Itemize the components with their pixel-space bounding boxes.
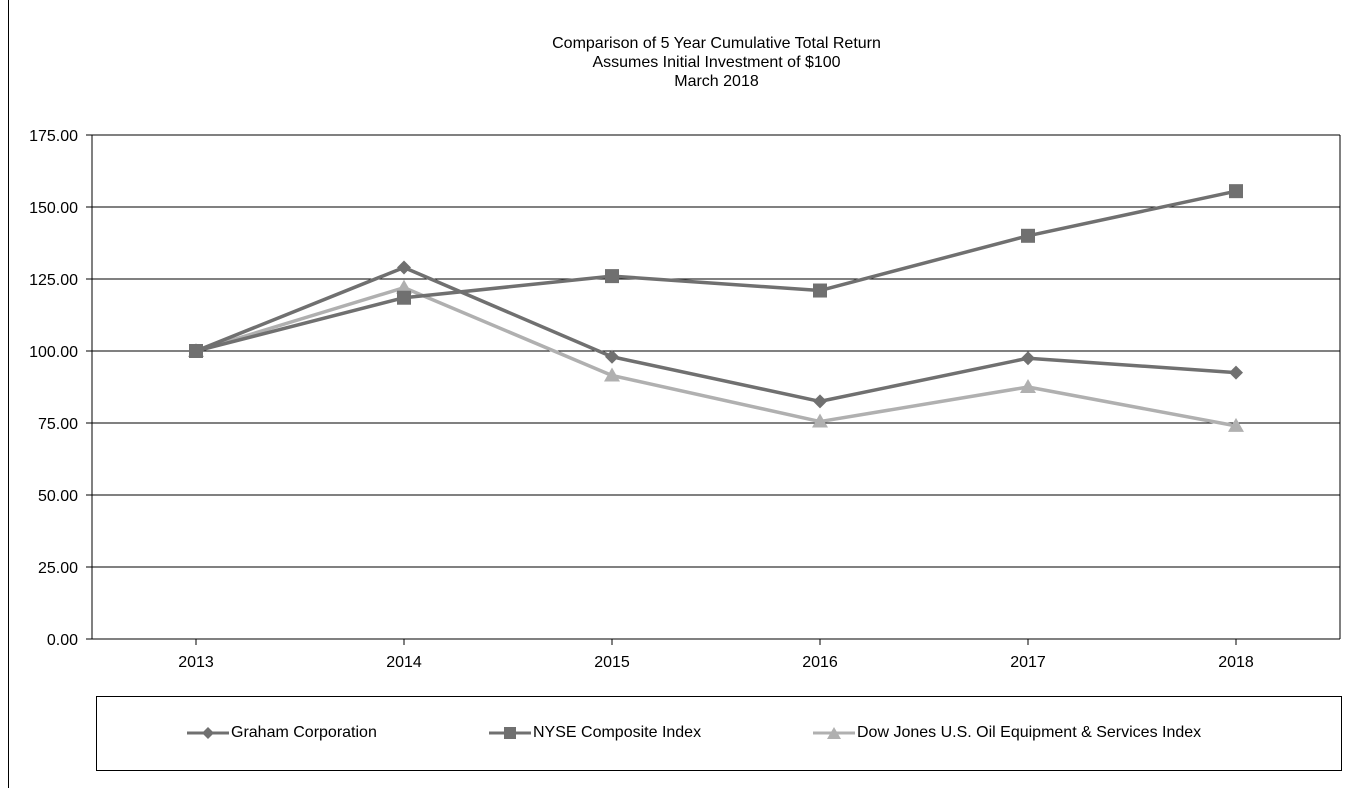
y-tick-label: 125.00 [29, 272, 78, 289]
y-tick-label: 25.00 [38, 560, 78, 577]
series-lines [195, 189, 1237, 428]
triangle-marker [1020, 379, 1036, 393]
x-tick-label: 2017 [1010, 654, 1046, 671]
triangle-marker [396, 279, 412, 294]
triangle-marker [1228, 417, 1244, 432]
legend-label-nyse: NYSE Composite Index [533, 724, 702, 741]
chart-title-line-2: Assumes Initial Investment of $100 [592, 54, 841, 71]
axes [91, 135, 1341, 640]
x-tick-label: 2014 [386, 654, 422, 671]
y-tick-label: 0.00 [47, 632, 78, 649]
y-tick-label: 100.00 [29, 344, 78, 361]
square-marker [397, 290, 411, 305]
x-tick-label: 2013 [178, 654, 214, 671]
legend-label-graham: Graham Corporation [231, 724, 377, 741]
chart-title: Comparison of 5 Year Cumulative Total Re… [0, 34, 1351, 91]
square-marker [1021, 228, 1035, 243]
diamond-marker [189, 344, 203, 358]
legend-item-dow-jones: Dow Jones U.S. Oil Equipment & Services … [813, 723, 1201, 743]
x-tick-label: 2018 [1218, 654, 1254, 671]
square-marker-icon [489, 727, 531, 739]
chart-title-line-1: Comparison of 5 Year Cumulative Total Re… [552, 35, 881, 52]
triangle-marker [812, 413, 828, 428]
legend-label-dow-jones: Dow Jones U.S. Oil Equipment & Services … [857, 724, 1202, 741]
legend-item-nyse: NYSE Composite Index [489, 723, 701, 743]
diamond-marker [813, 394, 827, 409]
square-marker [813, 283, 827, 298]
series-markers [188, 184, 1244, 432]
legend: Graham Corporation NYSE Composite Index … [96, 696, 1342, 771]
diamond-marker [397, 260, 411, 275]
x-tick-label: 2016 [802, 654, 838, 671]
y-axis-ticks: 0.00 25.00 50.00 75.00 100.00 125.00 150.00 175… [29, 128, 92, 649]
y-tick-label: 50.00 [38, 488, 78, 505]
series-line-square [195, 189, 1237, 353]
triangle-marker-icon [813, 727, 855, 739]
diamond-marker [605, 349, 619, 364]
chart-frame [8, 0, 1351, 788]
gridlines [92, 134, 1340, 568]
series-line-diamond [195, 265, 1237, 404]
legend-item-graham: Graham Corporation [187, 723, 377, 743]
diamond-marker-icon [187, 727, 229, 739]
square-marker [1229, 184, 1243, 199]
series-line-triangle [195, 285, 1237, 428]
x-tick-label: 2015 [594, 654, 630, 671]
line-chart: 0.00 25.00 50.00 75.00 100.00 125.00 150.00 175… [29, 128, 1341, 671]
diamond-marker [1229, 365, 1243, 380]
x-axis-ticks: 2013 2014 2015 2016 2017 2018 [178, 639, 1254, 671]
chart-title-line-3: March 2018 [674, 73, 759, 90]
y-tick-label: 150.00 [29, 200, 78, 217]
y-tick-label: 175.00 [29, 128, 78, 145]
square-marker [605, 269, 619, 284]
y-tick-label: 75.00 [38, 416, 78, 433]
diamond-marker [1021, 351, 1035, 366]
triangle-marker [604, 367, 620, 382]
